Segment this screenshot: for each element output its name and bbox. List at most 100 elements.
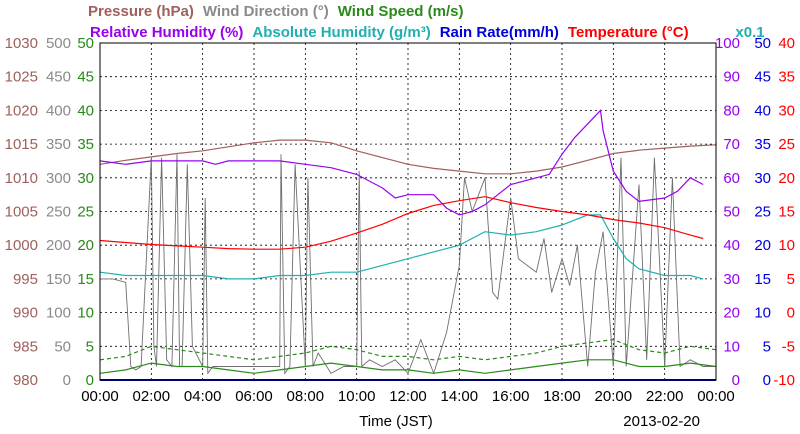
y-tick-temperature: 30: [778, 102, 795, 119]
y-tick-humidity: 70: [723, 136, 740, 153]
y-tick-rain: 0: [763, 372, 771, 389]
y-tick-wind-speed: 30: [77, 170, 94, 187]
axis-labels: 1030102510201015101010051000995990985980…: [5, 35, 795, 405]
y-tick-pressure: 985: [13, 338, 38, 355]
grid-lines: [100, 43, 716, 380]
y-tick-temperature: 35: [778, 69, 795, 86]
y-tick-wind-speed: 50: [77, 35, 94, 52]
y-tick-wind-dir: 500: [46, 35, 71, 52]
y-tick-temperature: 0: [787, 305, 795, 322]
y-tick-wind-speed: 5: [86, 338, 94, 355]
x-tick-label: 18:00: [543, 388, 581, 405]
series-wind-gust: [99, 338, 717, 361]
y-tick-wind-speed: 40: [77, 102, 94, 119]
chart-title: Rain Rate(mm/h): [440, 24, 559, 41]
x-tick-label: 00:00: [697, 388, 735, 405]
y-tick-wind-dir: 250: [46, 204, 71, 221]
date-label: 2013-02-20: [623, 413, 700, 430]
y-tick-wind-speed: 10: [77, 305, 94, 322]
chart-title: Wind Speed (m/s): [338, 3, 464, 20]
y-tick-wind-speed: 45: [77, 69, 94, 86]
y-tick-humidity: 10: [723, 338, 740, 355]
x-tick-label: 12:00: [389, 388, 427, 405]
plot-frame: [99, 42, 717, 381]
y-tick-humidity: 60: [723, 170, 740, 187]
y-tick-rain: 30: [754, 170, 771, 187]
y-tick-wind-speed: 25: [77, 204, 94, 221]
y-tick-wind-dir: 0: [63, 372, 71, 389]
y-tick-rain: 50: [754, 35, 771, 52]
series-wind-speed: [99, 359, 717, 374]
y-tick-pressure: 1025: [5, 69, 38, 86]
y-tick-pressure: 1015: [5, 136, 38, 153]
y-tick-temperature: 15: [778, 204, 795, 221]
y-tick-humidity: 100: [715, 35, 740, 52]
y-tick-wind-dir: 50: [54, 338, 71, 355]
abs-humidity-multiplier: x0.1: [735, 24, 764, 41]
y-tick-pressure: 1000: [5, 237, 38, 254]
x-tick-label: 00:00: [81, 388, 119, 405]
y-tick-pressure: 980: [13, 372, 38, 389]
y-tick-humidity: 50: [723, 204, 740, 221]
y-tick-wind-speed: 20: [77, 237, 94, 254]
y-tick-rain: 35: [754, 136, 771, 153]
y-tick-temperature: 20: [778, 170, 795, 187]
series-relative-humidity: [99, 109, 704, 216]
y-tick-rain: 15: [754, 271, 771, 288]
y-tick-wind-speed: 35: [77, 136, 94, 153]
y-tick-wind-dir: 350: [46, 136, 71, 153]
y-tick-rain: 25: [754, 204, 771, 221]
y-tick-wind-dir: 200: [46, 237, 71, 254]
y-tick-temperature: 25: [778, 136, 795, 153]
y-tick-temperature: 5: [787, 271, 795, 288]
chart-title: Temperature (°C): [568, 24, 689, 41]
y-tick-pressure: 995: [13, 271, 38, 288]
x-tick-label: 02:00: [133, 388, 171, 405]
y-tick-wind-dir: 150: [46, 271, 71, 288]
y-tick-wind-dir: 450: [46, 69, 71, 86]
chart-title: Wind Direction (°): [203, 3, 329, 20]
x-tick-label: 10:00: [338, 388, 376, 405]
series-absolute-humidity: [99, 214, 704, 280]
series-pressure: [99, 139, 717, 175]
y-tick-temperature: -5: [782, 338, 795, 355]
y-tick-humidity: 40: [723, 237, 740, 254]
x-tick-label: 16:00: [492, 388, 530, 405]
series-temperature: [99, 196, 704, 250]
y-tick-wind-speed: 0: [86, 372, 94, 389]
y-tick-temperature: -10: [773, 372, 795, 389]
y-tick-humidity: 30: [723, 271, 740, 288]
x-tick-label: 06:00: [235, 388, 273, 405]
chart-titles: Pressure (hPa) Wind Direction (°) Wind Spe…: [88, 3, 765, 41]
y-tick-pressure: 990: [13, 305, 38, 322]
x-tick-label: 14:00: [441, 388, 479, 405]
x-tick-label: 20:00: [595, 388, 633, 405]
x-tick-label: 08:00: [287, 388, 325, 405]
y-tick-pressure: 1005: [5, 204, 38, 221]
chart-title: Pressure (hPa): [88, 3, 194, 20]
x-axis-label: Time (JST): [359, 413, 433, 430]
x-tick-label: 04:00: [184, 388, 222, 405]
y-tick-rain: 10: [754, 305, 771, 322]
chart-title: Absolute Humidity (g/m³): [252, 24, 430, 41]
y-tick-pressure: 1010: [5, 170, 38, 187]
y-tick-humidity: 0: [732, 372, 740, 389]
y-tick-rain: 45: [754, 69, 771, 86]
y-tick-rain: 20: [754, 237, 771, 254]
chart-title: Relative Humidity (%): [90, 24, 243, 41]
y-tick-pressure: 1030: [5, 35, 38, 52]
y-tick-humidity: 80: [723, 102, 740, 119]
y-tick-temperature: 10: [778, 237, 795, 254]
y-tick-pressure: 1020: [5, 102, 38, 119]
y-tick-wind-dir: 100: [46, 305, 71, 322]
y-tick-humidity: 90: [723, 69, 740, 86]
x-tick-label: 22:00: [646, 388, 684, 405]
y-tick-wind-speed: 15: [77, 271, 94, 288]
y-tick-rain: 5: [763, 338, 771, 355]
series-wind-direction: [100, 154, 716, 375]
y-tick-wind-dir: 400: [46, 102, 71, 119]
y-tick-humidity: 20: [723, 305, 740, 322]
y-tick-rain: 40: [754, 102, 771, 119]
y-tick-wind-dir: 300: [46, 170, 71, 187]
